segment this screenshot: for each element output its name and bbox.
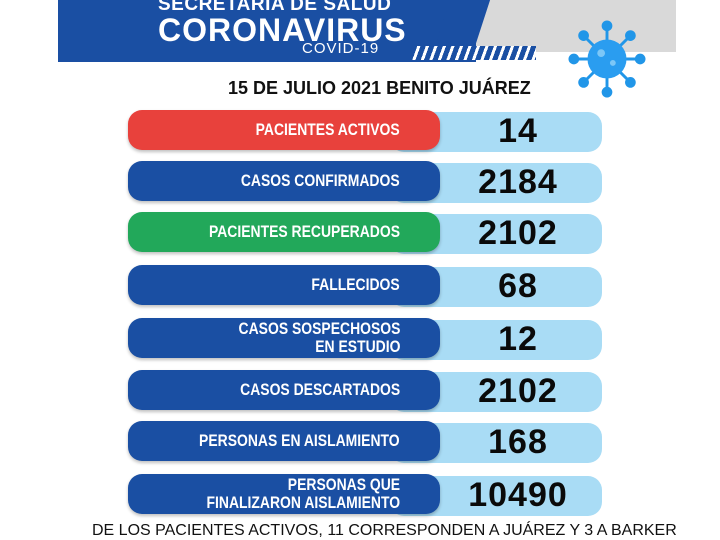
stat-row-activos: PACIENTES ACTIVOS 14 [128, 110, 602, 152]
stat-value: 2102 [478, 213, 558, 252]
label-pill: PERSONAS EN AISLAMIENTO [128, 421, 440, 461]
stat-value: 10490 [468, 475, 568, 514]
stat-label: FALLECIDOS [311, 275, 400, 294]
stat-value: 14 [498, 111, 538, 150]
stat-row-finalizaron: PERSONAS QUE FINALIZARON AISLAMIENTO 104… [128, 474, 602, 516]
stat-label: PACIENTES RECUPERADOS [208, 222, 400, 241]
stat-value: 12 [498, 319, 538, 358]
stat-label-line1: PERSONAS QUE [287, 475, 400, 494]
stat-label: CASOS SOSPECHOSOS EN ESTUDIO [238, 318, 400, 358]
label-pill: CASOS DESCARTADOS [128, 370, 440, 410]
header-stripes [412, 46, 536, 60]
label-pill: FALLECIDOS [128, 265, 440, 305]
header-grey-panel [476, 0, 676, 52]
stat-row-recuperados: PACIENTES RECUPERADOS 2102 [128, 212, 602, 254]
label-pill: PACIENTES ACTIVOS [128, 110, 440, 150]
stat-label-line2: FINALIZARON AISLAMIENTO [206, 493, 400, 512]
coronavirus-icon [568, 20, 646, 98]
stat-row-descartados: CASOS DESCARTADOS 2102 [128, 370, 602, 412]
stat-label-line2: EN ESTUDIO [314, 337, 400, 356]
footer-note: DE LOS PACIENTES ACTIVOS, 11 CORRESPONDE… [92, 522, 677, 539]
label-pill: CASOS SOSPECHOSOS EN ESTUDIO [128, 318, 440, 358]
report-date: 15 DE JULIO 2021 BENITO JUÁREZ [228, 78, 531, 98]
header-title-secretaria: SECRETARÍA DE SALUD [158, 0, 392, 15]
stat-value: 168 [488, 422, 548, 461]
header-subtitle-covid: COVID-19 [302, 40, 380, 57]
stat-label: CASOS DESCARTADOS [239, 380, 400, 399]
stat-label: CASOS CONFIRMADOS [241, 171, 400, 190]
stat-value: 68 [498, 266, 538, 305]
stat-row-fallecidos: FALLECIDOS 68 [128, 265, 602, 307]
stat-row-confirmados: CASOS CONFIRMADOS 2184 [128, 161, 602, 203]
stat-label: PERSONAS QUE FINALIZARON AISLAMIENTO [206, 474, 400, 514]
stat-label-line1: CASOS SOSPECHOSOS [238, 319, 400, 338]
stat-value: 2184 [478, 162, 558, 201]
label-pill: PERSONAS QUE FINALIZARON AISLAMIENTO [128, 474, 440, 514]
stat-row-aislamiento: PERSONAS EN AISLAMIENTO 168 [128, 421, 602, 463]
stat-value: 2102 [478, 371, 558, 410]
label-pill: CASOS CONFIRMADOS [128, 161, 440, 201]
label-pill: PACIENTES RECUPERADOS [128, 212, 440, 252]
stat-row-sospechosos: CASOS SOSPECHOSOS EN ESTUDIO 12 [128, 318, 602, 360]
stat-label: PERSONAS EN AISLAMIENTO [199, 431, 400, 450]
header-band [58, 0, 476, 62]
stat-label: PACIENTES ACTIVOS [255, 120, 400, 139]
header-title-coronavirus: CORONAVIRUS [158, 12, 407, 48]
